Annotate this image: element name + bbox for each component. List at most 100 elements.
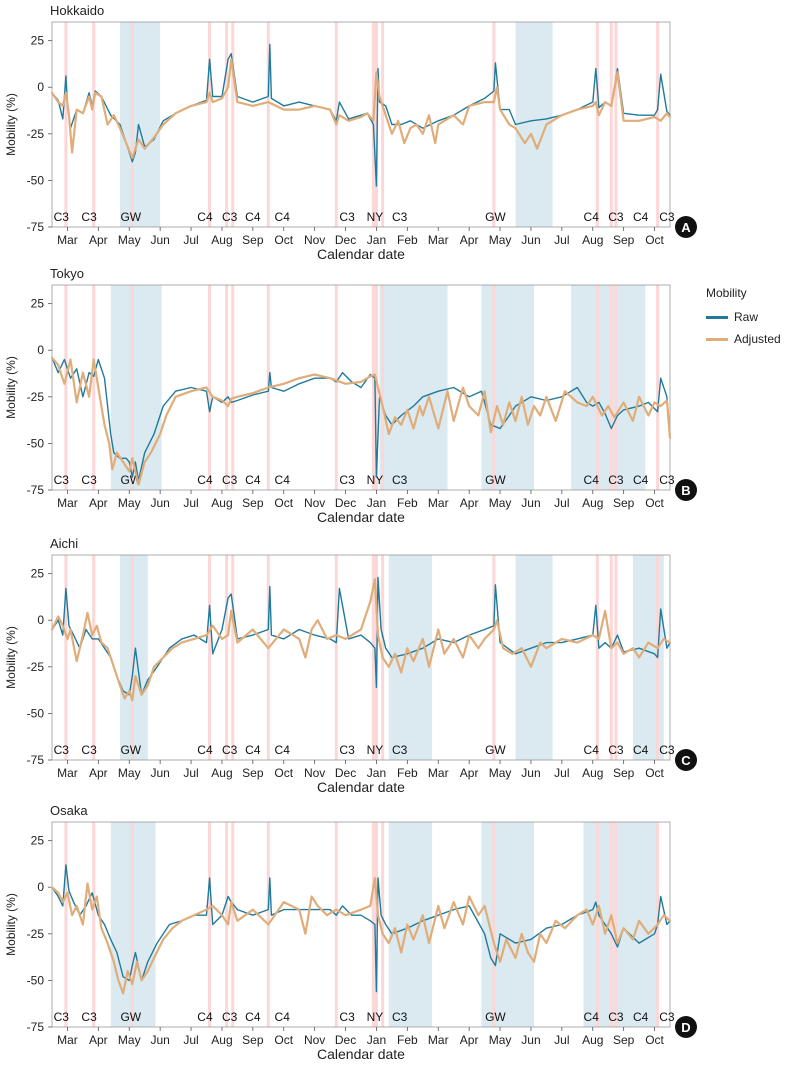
event-line xyxy=(656,285,660,490)
event-label: C4 xyxy=(245,1010,261,1024)
x-tick-label: Jan xyxy=(367,496,386,510)
event-line xyxy=(609,285,613,490)
legend-item-adjusted: Adjusted xyxy=(706,328,786,350)
x-tick-label: Mar xyxy=(57,233,78,247)
event-line xyxy=(92,555,96,760)
event-line xyxy=(64,822,68,1027)
x-tick-label: Jan xyxy=(367,233,386,247)
event-line xyxy=(266,555,270,760)
event-label: C4 xyxy=(245,743,261,757)
x-tick-label: Jun xyxy=(521,1033,540,1047)
event-line xyxy=(595,285,599,490)
x-tick-label: Oct xyxy=(274,496,293,510)
x-tick-label: Nov xyxy=(304,233,325,247)
x-tick-label: Nov xyxy=(304,496,325,510)
event-label: C3 xyxy=(339,743,355,757)
event-line xyxy=(231,822,235,1027)
x-tick-label: Aug xyxy=(582,1033,603,1047)
event-label: C3 xyxy=(222,210,238,224)
event-label: C3 xyxy=(659,1010,675,1024)
x-tick-label: Sep xyxy=(242,233,264,247)
event-label: C3 xyxy=(222,473,238,487)
x-tick-label: Oct xyxy=(274,1033,293,1047)
x-tick-label: Apr xyxy=(89,766,108,780)
event-label: C4 xyxy=(245,473,261,487)
x-tick-label: Jun xyxy=(521,496,540,510)
x-tick-label: May xyxy=(118,233,141,247)
x-axis-label: Calendar date xyxy=(317,1046,405,1062)
y-axis-label: Mobility (%) xyxy=(4,93,18,156)
event-line xyxy=(371,285,375,490)
series-line-adjusted xyxy=(50,876,672,995)
event-label: GW xyxy=(120,743,141,757)
x-tick-label: Feb xyxy=(397,1033,418,1047)
legend-item-raw: Raw xyxy=(706,306,786,328)
y-tick-label: -25 xyxy=(27,660,45,674)
x-tick-label: May xyxy=(489,233,512,247)
legend-title: Mobility xyxy=(706,286,747,300)
x-tick-label: Dec xyxy=(335,766,356,780)
event-line xyxy=(92,22,96,227)
event-line xyxy=(208,822,212,1027)
event-label: C4 xyxy=(584,473,600,487)
event-label: GW xyxy=(120,1010,141,1024)
event-label: C3 xyxy=(608,210,624,224)
panel-badge xyxy=(675,216,697,238)
x-tick-label: Jan xyxy=(367,766,386,780)
x-tick-label: Dec xyxy=(335,496,356,510)
event-label: C4 xyxy=(197,473,213,487)
panel-d: Osaka 25 0 -25 -50 -75 Mar Apr May Jun Jul Aug Sep Oc… xyxy=(4,803,697,1062)
panel-c: Aichi 25 0 -25 -50 -75 Mar Apr May Jun Jul Aug Sep Oc… xyxy=(4,536,697,795)
x-tick-label: Sep xyxy=(242,1033,264,1047)
event-label: C3 xyxy=(659,743,675,757)
event-label: C3 xyxy=(392,743,408,757)
event-line xyxy=(614,555,618,760)
event-line xyxy=(225,22,229,227)
y-tick-label: -75 xyxy=(27,220,45,234)
panel-badge-label: D xyxy=(681,1020,690,1035)
event-label: NY xyxy=(367,1010,384,1024)
shaded-period xyxy=(583,822,658,1027)
event-line xyxy=(130,22,134,227)
plot-frame xyxy=(51,284,671,491)
event-label: C4 xyxy=(633,473,649,487)
x-tick-label: Oct xyxy=(645,496,664,510)
x-axis-label: Calendar date xyxy=(317,509,405,525)
y-tick-label: -75 xyxy=(27,1020,45,1034)
x-tick-label: Dec xyxy=(335,1033,356,1047)
panel-badge-label: A xyxy=(681,220,691,235)
panel-badge-label: C xyxy=(681,753,691,768)
event-label: C3 xyxy=(392,210,408,224)
series-line-adjusted xyxy=(50,356,672,486)
x-tick-label: Jun xyxy=(150,233,169,247)
x-axis-label: Calendar date xyxy=(317,779,405,795)
x-tick-label: Sep xyxy=(242,766,264,780)
event-label: C4 xyxy=(275,210,291,224)
panel-title: Hokkaido xyxy=(50,3,104,18)
event-line xyxy=(208,22,212,227)
event-line xyxy=(374,22,378,227)
panel-badge-label: B xyxy=(681,483,690,498)
y-tick-label: -50 xyxy=(27,173,45,187)
event-line xyxy=(381,22,385,227)
event-line xyxy=(492,822,496,1027)
x-tick-label: Jun xyxy=(521,766,540,780)
event-line xyxy=(208,555,212,760)
x-tick-label: Aug xyxy=(582,496,603,510)
x-tick-label: Jul xyxy=(554,1033,569,1047)
event-line xyxy=(595,22,599,227)
event-line xyxy=(334,285,338,490)
event-label: C3 xyxy=(222,1010,238,1024)
series-line-adjusted xyxy=(50,58,672,160)
event-label: C3 xyxy=(339,473,355,487)
x-tick-label: Jun xyxy=(150,1033,169,1047)
x-tick-label: Jun xyxy=(150,496,169,510)
y-axis-label: Mobility (%) xyxy=(4,626,18,689)
event-label: C3 xyxy=(54,743,70,757)
legend-swatch-adjusted xyxy=(706,337,728,341)
x-tick-label: Mar xyxy=(428,1033,449,1047)
y-tick-label: -50 xyxy=(27,973,45,987)
panel-badge xyxy=(675,479,697,501)
event-line xyxy=(92,822,96,1027)
y-tick-label: -50 xyxy=(27,706,45,720)
